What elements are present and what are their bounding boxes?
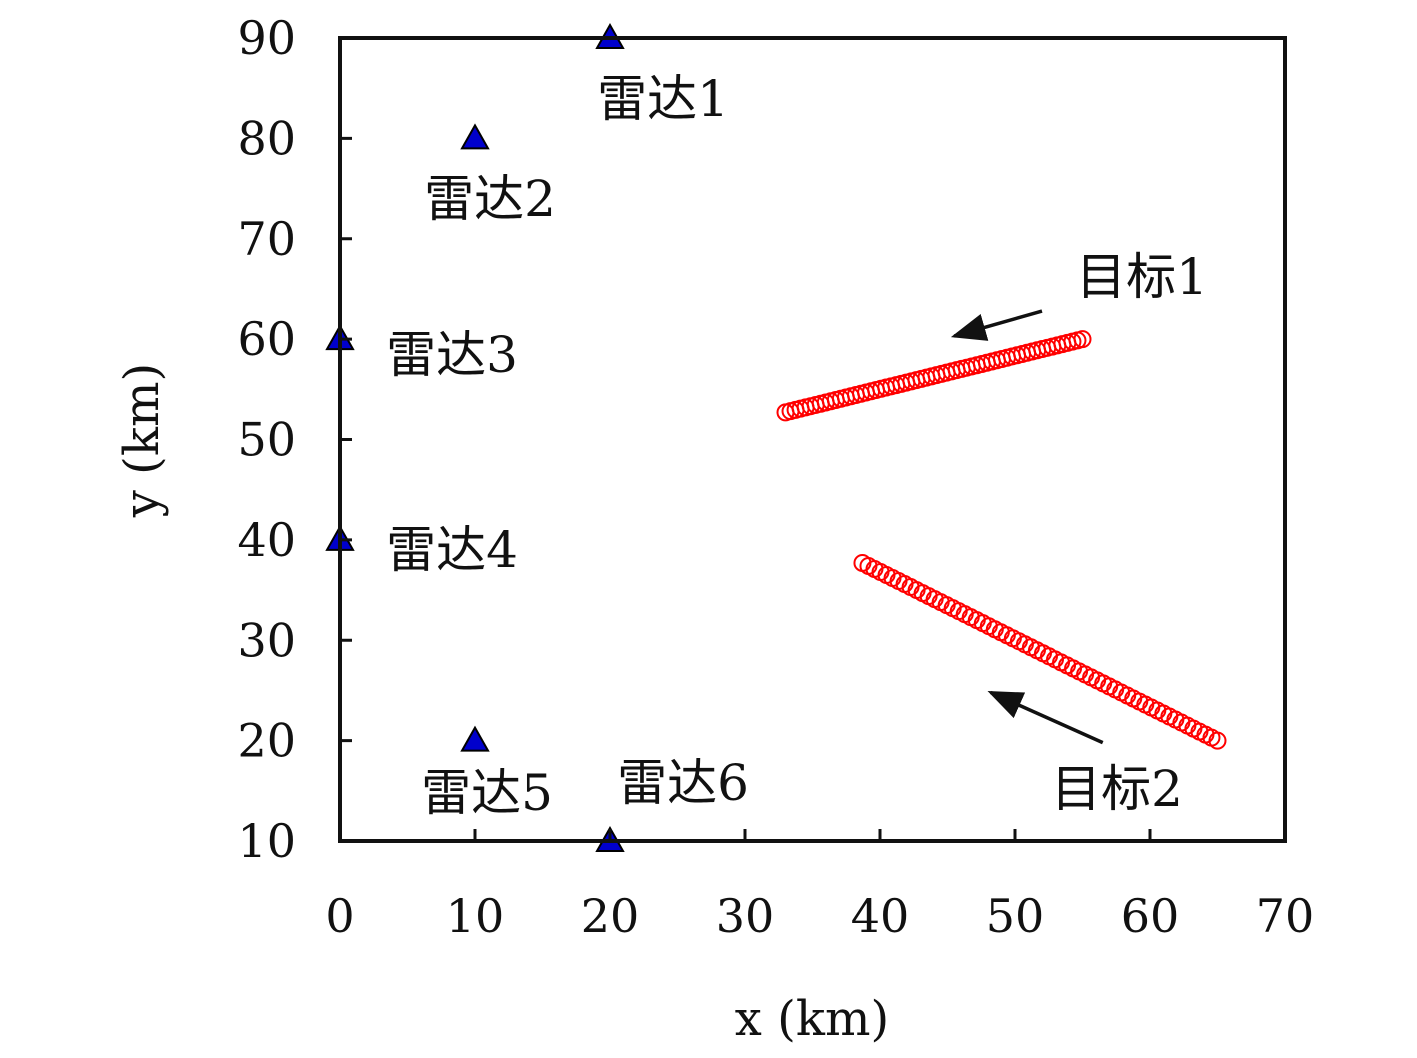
radar-label: 雷达3 xyxy=(386,326,518,384)
y-axis-title: y (km) xyxy=(114,363,170,518)
y-tick-label: 30 xyxy=(237,613,296,667)
plot-marks xyxy=(325,22,1227,852)
x-tick-label: 70 xyxy=(1256,889,1315,943)
x-tick-label: 40 xyxy=(851,889,910,943)
x-tick-label: 60 xyxy=(1121,889,1180,943)
target-annotations: 目标1 目标2 xyxy=(950,248,1208,818)
radar-marker xyxy=(460,123,490,150)
x-axis-title: x (km) xyxy=(735,991,889,1047)
y-tick-label: 90 xyxy=(237,11,296,65)
y-tick-label: 20 xyxy=(237,714,296,768)
radar-label: 雷达2 xyxy=(424,170,556,228)
radar-label: 雷达6 xyxy=(617,754,749,812)
plot-frame xyxy=(338,36,1287,843)
target-track-point xyxy=(853,553,872,572)
x-tick-label: 10 xyxy=(446,889,505,943)
target-label: 目标1 xyxy=(1076,248,1208,306)
radar-label: 雷达4 xyxy=(386,521,518,579)
y-tick-label: 10 xyxy=(237,814,296,868)
y-axis-ticks: 10 20 30 40 50 60 70 80 90 xyxy=(237,11,352,868)
x-tick-label: 0 xyxy=(325,889,354,943)
x-axis-ticks: 0 10 20 30 40 50 60 70 xyxy=(325,829,1314,943)
target-label: 目标2 xyxy=(1051,760,1183,818)
radar-marker xyxy=(460,725,490,752)
y-tick-label: 60 xyxy=(237,312,296,366)
annotation-arrow xyxy=(987,690,1104,745)
x-tick-label: 20 xyxy=(581,889,640,943)
x-tick-label: 30 xyxy=(716,889,775,943)
y-tick-label: 70 xyxy=(237,212,296,266)
radar-label: 雷达5 xyxy=(421,764,553,822)
y-tick-label: 80 xyxy=(237,111,296,165)
y-tick-label: 40 xyxy=(237,513,296,567)
annotation-arrow xyxy=(950,309,1043,341)
y-tick-label: 50 xyxy=(237,413,296,467)
target-track-point xyxy=(776,403,795,422)
x-tick-label: 50 xyxy=(986,889,1045,943)
radar-label: 雷达1 xyxy=(597,70,729,128)
point-labels: 雷达1 雷达2 雷达3 雷达4 雷达5 雷达6 xyxy=(386,70,749,822)
